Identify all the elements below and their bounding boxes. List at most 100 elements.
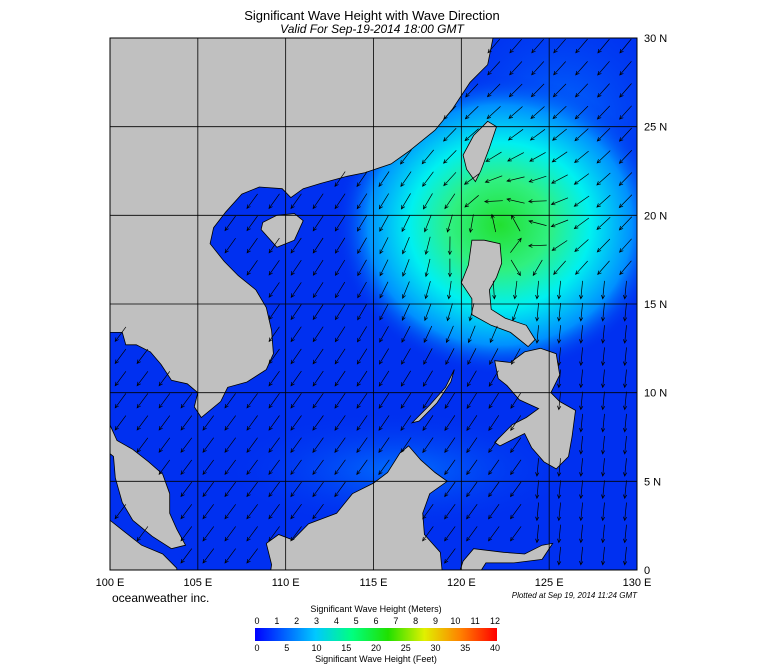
land	[265, 445, 448, 570]
wave-direction-arrow	[553, 260, 566, 276]
wave-direction-arrow	[508, 106, 523, 119]
wave-direction-arrow	[557, 391, 562, 411]
wave-direction-arrow	[290, 260, 302, 276]
colorbar-tick-feet: 25	[401, 643, 411, 653]
wave-direction-arrow	[290, 393, 302, 409]
map	[110, 38, 637, 570]
wave-direction-arrow	[202, 504, 214, 520]
wave-direction-arrow	[601, 502, 606, 522]
wave-direction-arrow	[334, 348, 346, 365]
wave-direction-arrow	[312, 193, 324, 210]
colorbar-tick-feet: 15	[341, 643, 351, 653]
wave-direction-arrow	[509, 61, 523, 76]
longitude-label: 100 E	[96, 577, 125, 589]
wave-direction-arrow	[597, 61, 610, 76]
longitude-label: 115 E	[360, 577, 388, 589]
wave-direction-arrow	[488, 415, 500, 431]
colorbar-tick-meters: 5	[354, 616, 359, 626]
latitude-label: 15 N	[644, 299, 667, 311]
wave-direction-arrow	[401, 348, 411, 365]
plotted-time: Plotted at Sep 19, 2014 11:24 GMT	[512, 591, 638, 600]
wave-direction-arrow	[402, 281, 410, 299]
wave-direction-arrow	[423, 348, 433, 365]
wave-direction-arrow	[268, 370, 280, 387]
wave-direction-arrow	[312, 259, 324, 276]
wave-direction-arrow	[400, 370, 411, 387]
wave-direction-arrow	[424, 258, 431, 278]
wave-direction-arrow	[579, 302, 584, 322]
wave-direction-arrow	[622, 524, 628, 544]
wave-direction-arrow	[136, 415, 149, 431]
wave-direction-arrow	[579, 524, 584, 544]
wave-direction-arrow	[574, 83, 589, 98]
wave-direction-arrow	[619, 61, 632, 76]
wave-direction-arrow	[268, 459, 280, 476]
wave-direction-arrow	[424, 236, 431, 255]
wave-direction-arrow	[334, 437, 346, 453]
wave-direction-arrow	[597, 83, 610, 98]
wave-direction-arrow	[487, 61, 501, 76]
wave-direction-arrow	[510, 481, 522, 498]
wave-direction-arrow	[557, 302, 562, 322]
wave-direction-arrow	[334, 304, 346, 321]
wave-direction-arrow	[224, 215, 236, 232]
wave-direction-arrow	[224, 415, 236, 431]
wave-direction-arrow	[597, 260, 610, 275]
colorbar-tick-feet: 0	[254, 643, 259, 653]
wave-direction-arrow	[401, 215, 411, 233]
wave-direction-arrow	[464, 105, 479, 120]
wave-direction-arrow	[400, 415, 412, 431]
wave-direction-arrow	[423, 325, 433, 344]
wave-direction-arrow	[312, 348, 324, 365]
wave-direction-arrow	[268, 526, 280, 542]
wave-direction-arrow	[312, 393, 324, 409]
wave-direction-arrow	[114, 326, 127, 343]
wave-direction-arrow	[618, 194, 633, 209]
wave-direction-arrow	[528, 219, 547, 226]
wave-direction-arrow	[579, 369, 584, 389]
wave-direction-arrow	[290, 326, 302, 343]
wave-direction-arrow	[224, 393, 236, 409]
wave-direction-arrow	[622, 302, 628, 322]
wave-direction-arrow	[424, 214, 432, 233]
wave-direction-arrow	[528, 199, 547, 204]
wave-direction-arrow	[378, 392, 390, 409]
wave-direction-arrow	[224, 237, 236, 254]
wave-direction-arrow	[447, 236, 452, 256]
wave-direction-arrow	[400, 392, 412, 409]
wave-direction-arrow	[356, 348, 368, 365]
wave-direction-arrow	[601, 413, 606, 433]
wave-direction-arrow	[290, 503, 302, 520]
wave-direction-arrow	[601, 391, 606, 411]
colorbar-tick-meters: 3	[314, 616, 319, 626]
wave-direction-arrow	[378, 370, 390, 387]
wave-direction-arrow	[268, 282, 280, 298]
wave-direction-arrow	[489, 348, 499, 366]
wave-direction-arrow	[622, 280, 628, 300]
wave-direction-arrow	[334, 393, 346, 409]
wave-direction-arrow	[246, 193, 258, 210]
wave-direction-arrow	[618, 150, 633, 164]
longitude-label: 120 E	[447, 577, 476, 589]
wave-direction-arrow	[579, 435, 584, 455]
wave-direction-arrow	[290, 437, 302, 453]
wave-direction-arrow	[486, 106, 501, 120]
wave-direction-arrow	[529, 129, 546, 141]
wave-direction-arrow	[422, 437, 434, 454]
wave-direction-arrow	[510, 459, 522, 476]
wave-direction-arrow	[356, 393, 368, 409]
wave-direction-arrow	[466, 459, 478, 476]
colorbar-tick-meters: 11	[470, 616, 479, 626]
wave-direction-arrow	[573, 217, 590, 230]
wave-direction-arrow	[312, 481, 324, 498]
colorbar-tick-meters: 8	[413, 616, 418, 626]
wave-direction-arrow	[422, 503, 434, 520]
wave-direction-arrow	[246, 437, 258, 453]
wave-direction-arrow	[550, 219, 569, 228]
latitude-label: 0	[644, 565, 650, 577]
wave-direction-arrow	[579, 458, 584, 477]
wave-direction-arrow	[618, 216, 633, 231]
wave-direction-arrow	[402, 236, 410, 255]
wave-direction-arrow	[484, 175, 503, 183]
wave-direction-arrow	[290, 526, 302, 542]
